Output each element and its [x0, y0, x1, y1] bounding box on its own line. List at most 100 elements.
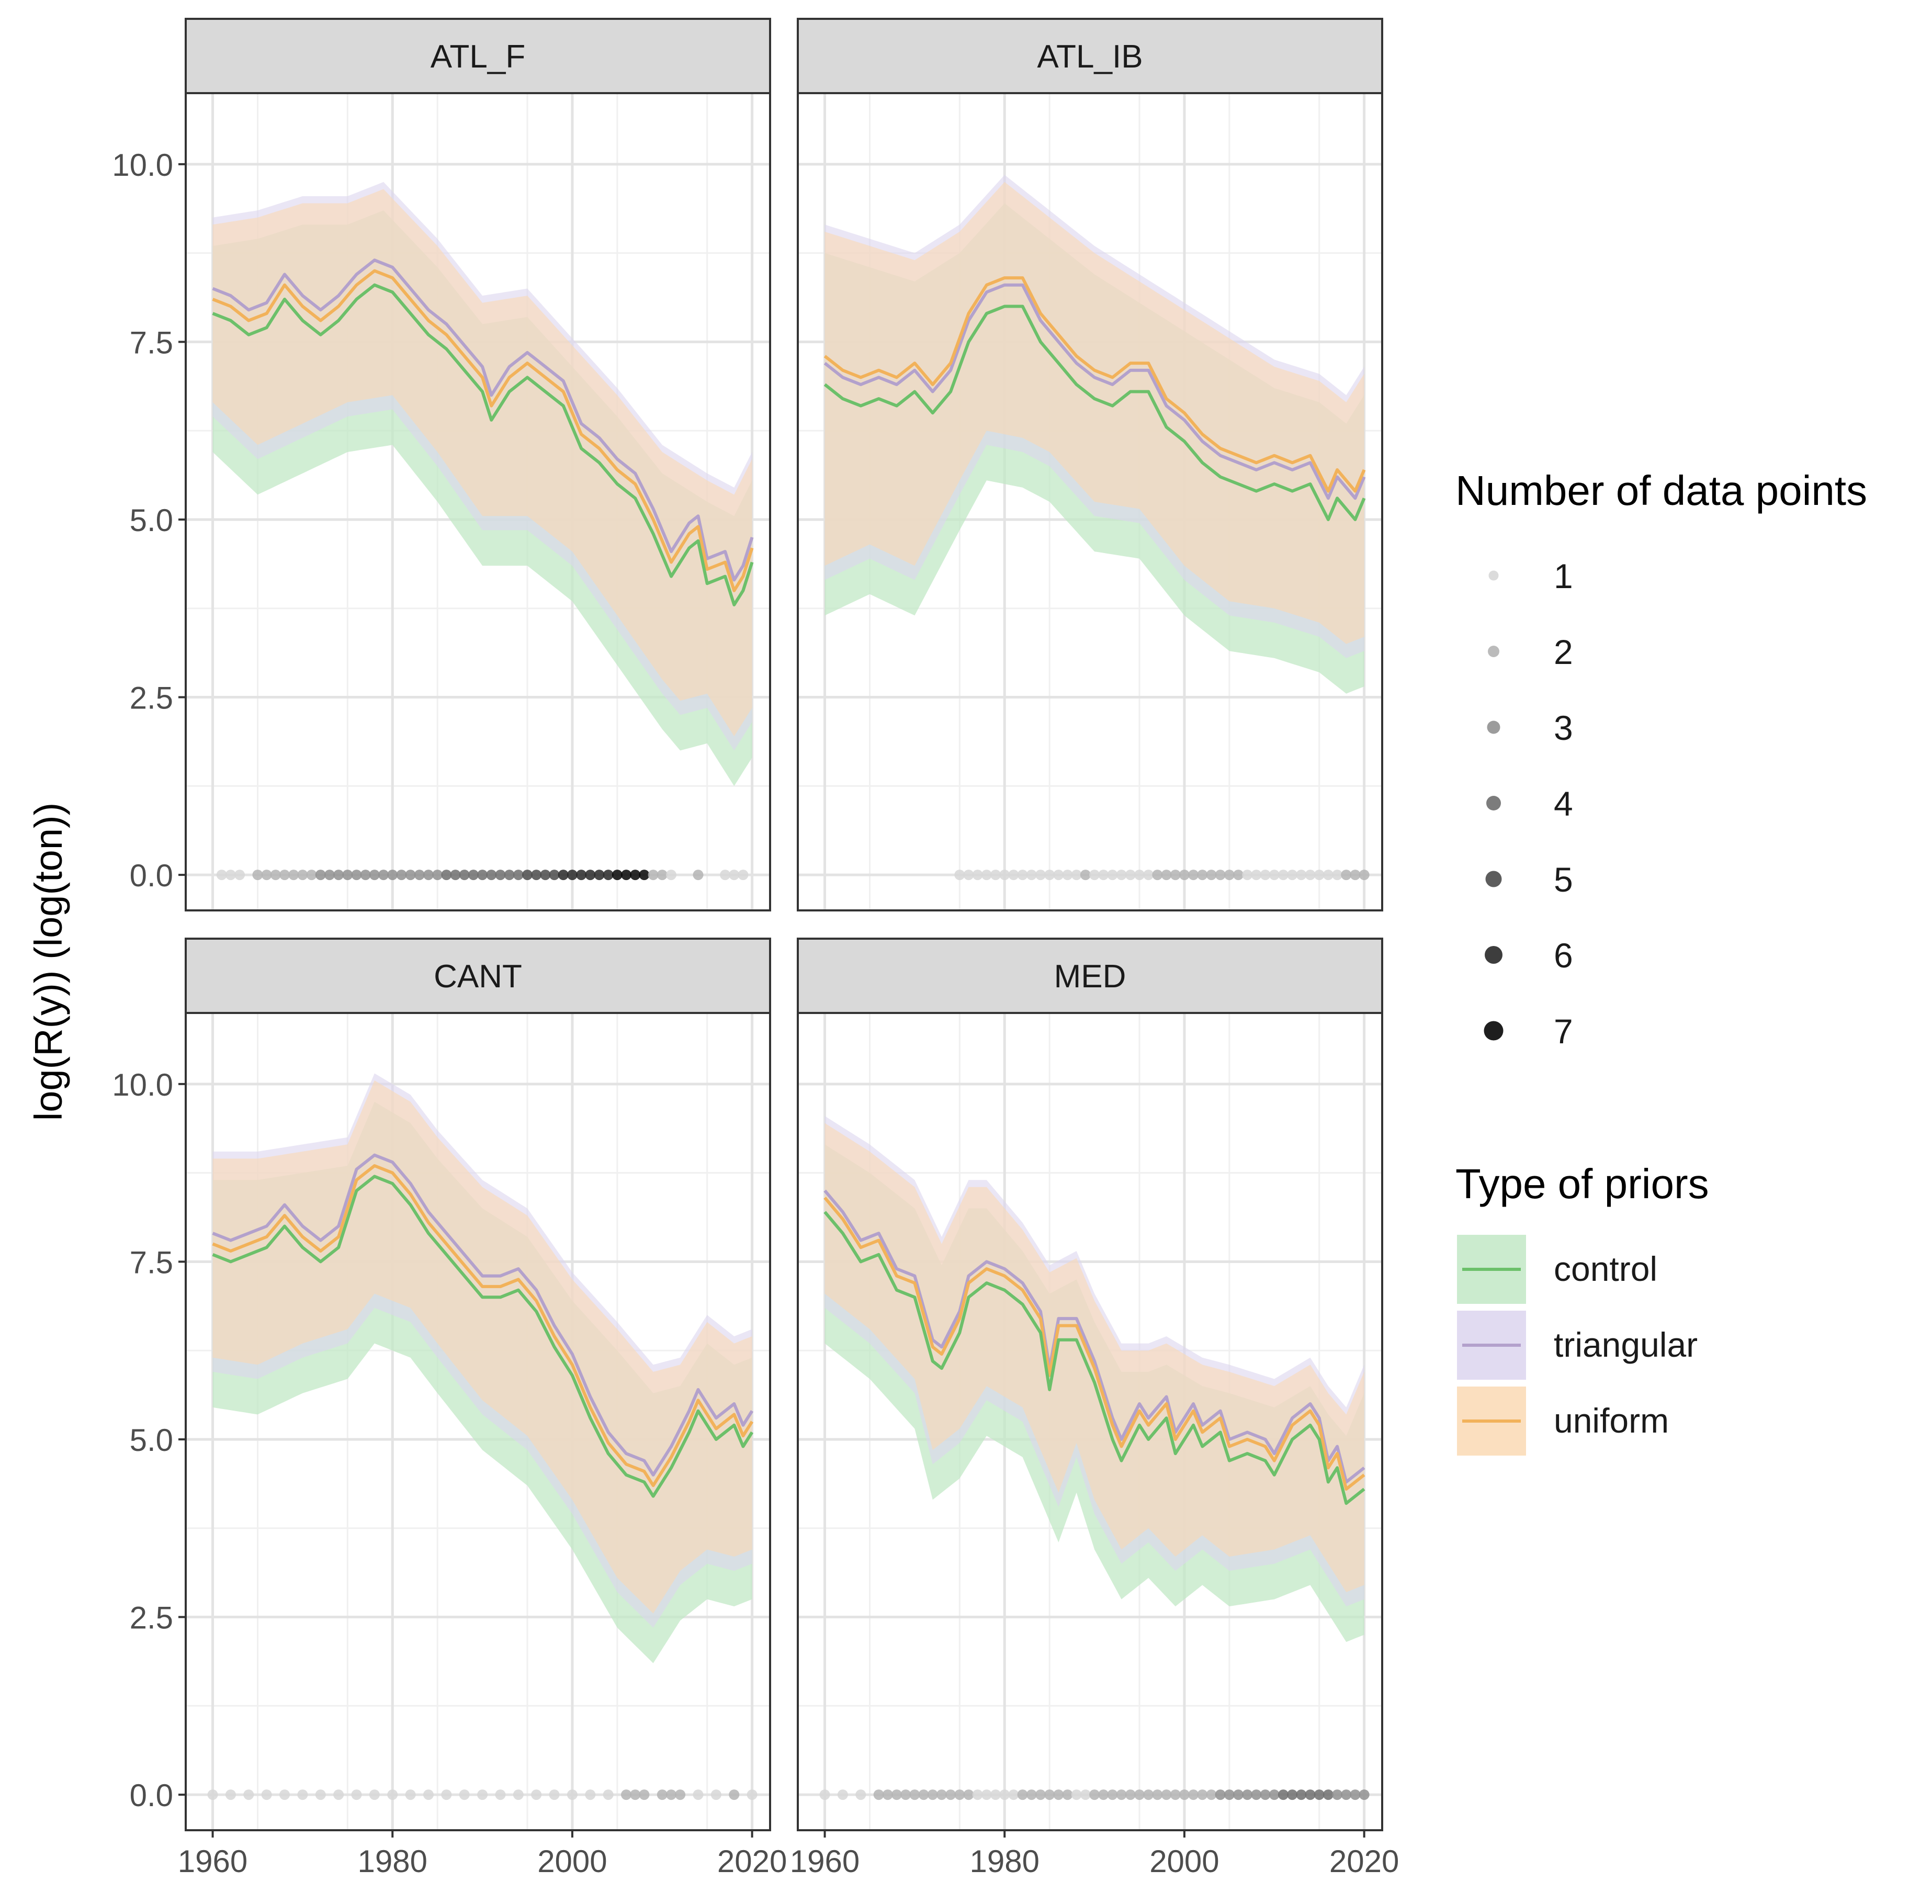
data-point [225, 870, 236, 881]
data-point [1143, 870, 1154, 881]
data-point [207, 1789, 218, 1800]
data-point [1197, 1789, 1208, 1800]
data-point [648, 870, 659, 881]
data-point [1242, 870, 1253, 881]
data-point [1278, 1789, 1289, 1800]
x-tick-label: 1980 [970, 1844, 1040, 1879]
x-tick-label: 2000 [1149, 1844, 1219, 1879]
data-point [432, 870, 443, 881]
data-point [1251, 1789, 1262, 1800]
data-point [360, 870, 371, 881]
legend-key-point [1487, 720, 1500, 734]
data-point [954, 870, 965, 881]
data-point [1260, 870, 1271, 881]
data-point [873, 1789, 884, 1800]
data-point [1062, 870, 1073, 881]
data-point [1233, 870, 1244, 881]
data-point [1179, 1789, 1190, 1800]
data-point [665, 1789, 676, 1800]
data-point [315, 870, 326, 881]
data-point [936, 1789, 947, 1800]
data-point [1026, 870, 1037, 881]
data-point [495, 870, 506, 881]
panel-med: MED 1960 1980 2000 2020 [790, 938, 1399, 1879]
y-tick-label: 5.0 [130, 1423, 173, 1458]
data-points [819, 1789, 1370, 1800]
data-point [693, 1789, 704, 1800]
legend-key-point [1486, 796, 1501, 810]
data-point [513, 870, 524, 881]
data-point [639, 870, 650, 881]
data-point [1188, 870, 1199, 881]
data-point [486, 870, 497, 881]
data-point [594, 870, 605, 881]
legend-number-of-points: Number of data points 1 2 3 4 5 6 7 [1455, 467, 1867, 1051]
line-triangular [212, 258, 754, 582]
y-tick-label: 7.5 [130, 1245, 173, 1280]
data-point [1035, 870, 1046, 881]
data-point [1323, 870, 1334, 881]
data-point [891, 1789, 902, 1800]
y-axis-title: log(R(y)) (log(ton)) [27, 803, 70, 1121]
data-point [513, 1789, 524, 1800]
legend-key-point [1488, 646, 1499, 657]
y-tick-label: 5.0 [130, 503, 173, 538]
data-point [585, 870, 596, 881]
panel-border [185, 1012, 771, 1831]
data-point [351, 870, 362, 881]
data-point [1206, 1789, 1217, 1800]
data-point [531, 870, 542, 881]
facet-strip [185, 18, 771, 94]
data-point [405, 1789, 416, 1800]
data-point [1269, 1789, 1280, 1800]
data-point [900, 1789, 911, 1800]
y-tick-label: 10.0 [112, 1067, 173, 1102]
data-point [1143, 1789, 1154, 1800]
data-point [297, 1789, 308, 1800]
data-point [279, 870, 290, 881]
legend-label: 5 [1554, 860, 1573, 899]
data-point [1260, 1789, 1271, 1800]
y-tick-label: 10.0 [112, 148, 173, 183]
data-point [549, 870, 560, 881]
data-point [306, 870, 317, 881]
panel-border [797, 92, 1383, 911]
data-point [1098, 1789, 1109, 1800]
x-tick-label: 2000 [537, 1844, 607, 1879]
legend-label: control [1554, 1249, 1657, 1288]
data-point [1107, 870, 1118, 881]
data-point [450, 870, 461, 881]
legend-label: triangular [1554, 1325, 1698, 1364]
data-point [999, 870, 1010, 881]
line-control [823, 305, 1366, 521]
legend-key-point [1485, 871, 1502, 887]
data-point [1305, 870, 1316, 881]
data-point [225, 1789, 236, 1800]
data-point [333, 1789, 344, 1800]
y-tick-label: 0.0 [130, 1778, 173, 1813]
data-point [549, 1789, 560, 1800]
line-uniform [823, 1197, 1365, 1491]
data-points [954, 870, 1370, 881]
legend-label: 4 [1554, 784, 1573, 823]
data-point [252, 870, 263, 881]
data-point [1188, 1789, 1199, 1800]
legend-key-point [1485, 946, 1502, 964]
data-point [369, 870, 380, 881]
data-point [1053, 1789, 1064, 1800]
data-point [567, 1789, 578, 1800]
data-point [558, 870, 569, 881]
data-point [369, 1789, 380, 1800]
data-point [1044, 870, 1055, 881]
data-point [1323, 1789, 1334, 1800]
data-point [576, 870, 587, 881]
data-point [387, 1789, 398, 1800]
data-point [1287, 870, 1298, 881]
data-point [990, 1789, 1001, 1800]
data-point [972, 1789, 983, 1800]
data-point [657, 870, 668, 881]
data-point [612, 870, 623, 881]
line-uniform [823, 276, 1366, 493]
data-point [1071, 870, 1082, 881]
y-tick-label: 0.0 [130, 858, 173, 893]
